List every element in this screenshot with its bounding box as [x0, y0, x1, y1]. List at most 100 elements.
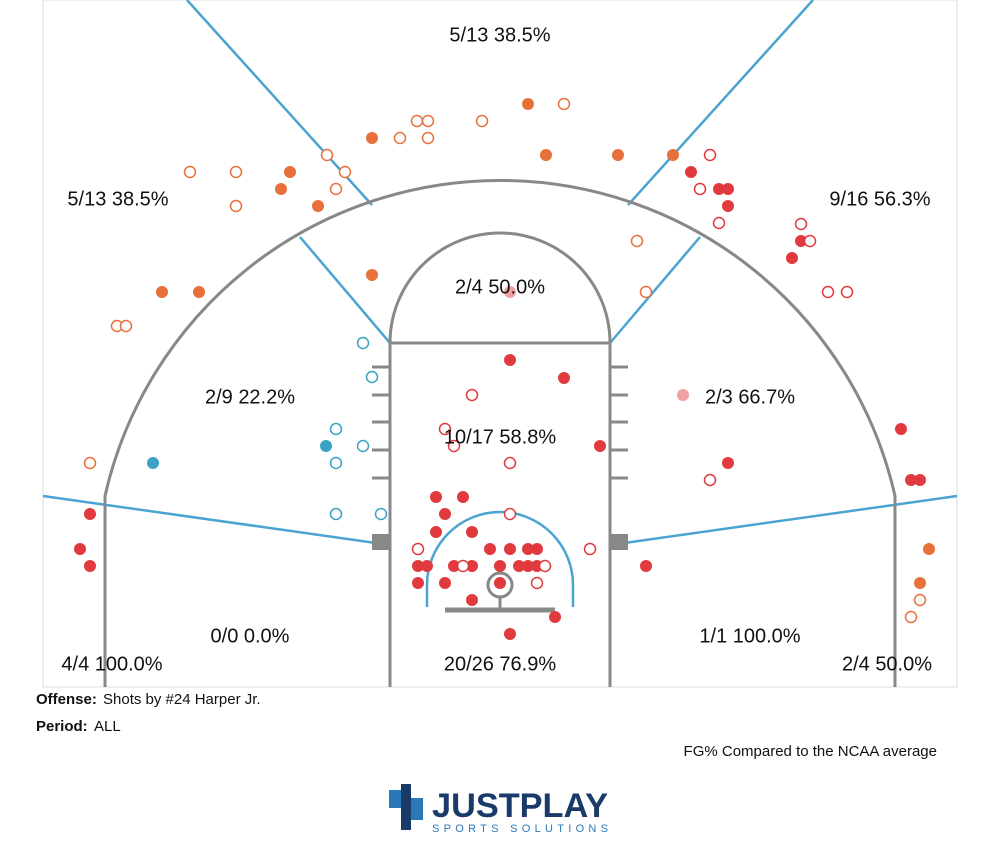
missed-shot — [703, 148, 717, 162]
offense-label: Offense: — [36, 691, 97, 708]
made-shot — [504, 628, 516, 640]
missed-shot — [703, 473, 717, 487]
made-shot — [421, 560, 433, 572]
made-shot — [430, 526, 442, 538]
court — [42, 0, 958, 688]
court-border — [42, 0, 958, 688]
note: FG% Compared to the NCAA average — [684, 743, 937, 760]
missed-shot — [712, 216, 726, 230]
made-shot — [466, 560, 478, 572]
zone-label: 4/4 100.0% — [61, 653, 162, 675]
missed-shot — [320, 148, 334, 162]
missed-shot — [803, 234, 817, 248]
made-shot — [594, 440, 606, 452]
made-shot — [466, 594, 478, 606]
missed-shot — [410, 114, 424, 128]
missed-shot — [630, 234, 644, 248]
made-shot — [284, 166, 296, 178]
made-shot — [795, 235, 807, 247]
made-shot — [667, 149, 679, 161]
missed-shot — [583, 542, 597, 556]
logo: JUSTPLAY SPORTS SOLUTIONS — [389, 784, 608, 835]
made-shot — [156, 286, 168, 298]
block — [610, 534, 628, 550]
missed-shot — [904, 610, 918, 624]
made-shot — [366, 269, 378, 281]
made-shot — [312, 200, 324, 212]
block — [372, 534, 390, 550]
missed-shot — [393, 131, 407, 145]
missed-shot — [456, 559, 470, 573]
missed-shot — [530, 576, 544, 590]
missed-shot — [83, 456, 97, 470]
zone-labels: 5/13 38.5% 5/13 38.5% 9/16 56.3% 2/4 50.0% 2… — [61, 24, 932, 675]
made-shot — [504, 543, 516, 555]
made-shot — [905, 474, 917, 486]
made-shot — [366, 132, 378, 144]
made-shot — [484, 543, 496, 555]
missed-shot — [229, 199, 243, 213]
made-shot — [412, 560, 424, 572]
zone-label: 2/4 50.0% — [842, 653, 932, 675]
made-shot — [504, 354, 516, 366]
court-lines — [103, 178, 897, 687]
made-shot — [522, 560, 534, 572]
missed-shot — [119, 319, 133, 333]
made-shot — [558, 372, 570, 384]
shots — [74, 97, 935, 640]
missed-shot — [421, 114, 435, 128]
made-shot — [494, 560, 506, 572]
made-shot — [84, 560, 96, 572]
made-shot — [494, 577, 506, 589]
period: ALL — [94, 718, 121, 735]
made-shot — [275, 183, 287, 195]
made-shot — [722, 183, 734, 195]
missed-shot — [329, 422, 343, 436]
made-shot — [147, 457, 159, 469]
made-shot — [722, 200, 734, 212]
missed-shot — [693, 182, 707, 196]
made-shot — [522, 98, 534, 110]
zone-lines — [42, 0, 958, 607]
missed-shot — [913, 593, 927, 607]
missed-shot — [794, 217, 808, 231]
made-shot — [895, 423, 907, 435]
missed-shot — [365, 370, 379, 384]
made-shot — [448, 560, 460, 572]
made-shot — [549, 611, 561, 623]
missed-shot — [447, 439, 461, 453]
missed-shot — [329, 182, 343, 196]
made-shot — [522, 543, 534, 555]
missed-shot — [840, 285, 854, 299]
logo-name: JUSTPLAY — [432, 787, 608, 825]
zone-label: 2/4 50.0% — [455, 276, 545, 298]
made-shot — [914, 577, 926, 589]
made-shot — [722, 457, 734, 469]
missed-shot — [356, 439, 370, 453]
made-shot — [531, 543, 543, 555]
zone-label: 20/26 76.9% — [444, 653, 557, 675]
missed-shot — [438, 422, 452, 436]
zone-label: 5/13 38.5% — [67, 188, 168, 210]
made-shot — [640, 560, 652, 572]
period-label: Period: — [36, 718, 88, 735]
missed-shot — [329, 507, 343, 521]
made-shot — [430, 491, 442, 503]
zone-label: 2/9 22.2% — [205, 386, 295, 408]
zone-label: 9/16 56.3% — [829, 188, 930, 210]
made-shot — [193, 286, 205, 298]
made-shot — [466, 526, 478, 538]
zone-label: 2/3 66.7% — [705, 386, 795, 408]
made-shot — [504, 286, 516, 298]
missed-shot — [374, 507, 388, 521]
made-shot — [923, 543, 935, 555]
made-shot — [74, 543, 86, 555]
missed-shot — [356, 336, 370, 350]
missed-shot — [338, 165, 352, 179]
missed-shot — [229, 165, 243, 179]
zone-label: 0/0 0.0% — [211, 625, 290, 647]
missed-shot — [411, 542, 425, 556]
made-shot — [914, 474, 926, 486]
zone-label: 1/1 100.0% — [699, 625, 800, 647]
